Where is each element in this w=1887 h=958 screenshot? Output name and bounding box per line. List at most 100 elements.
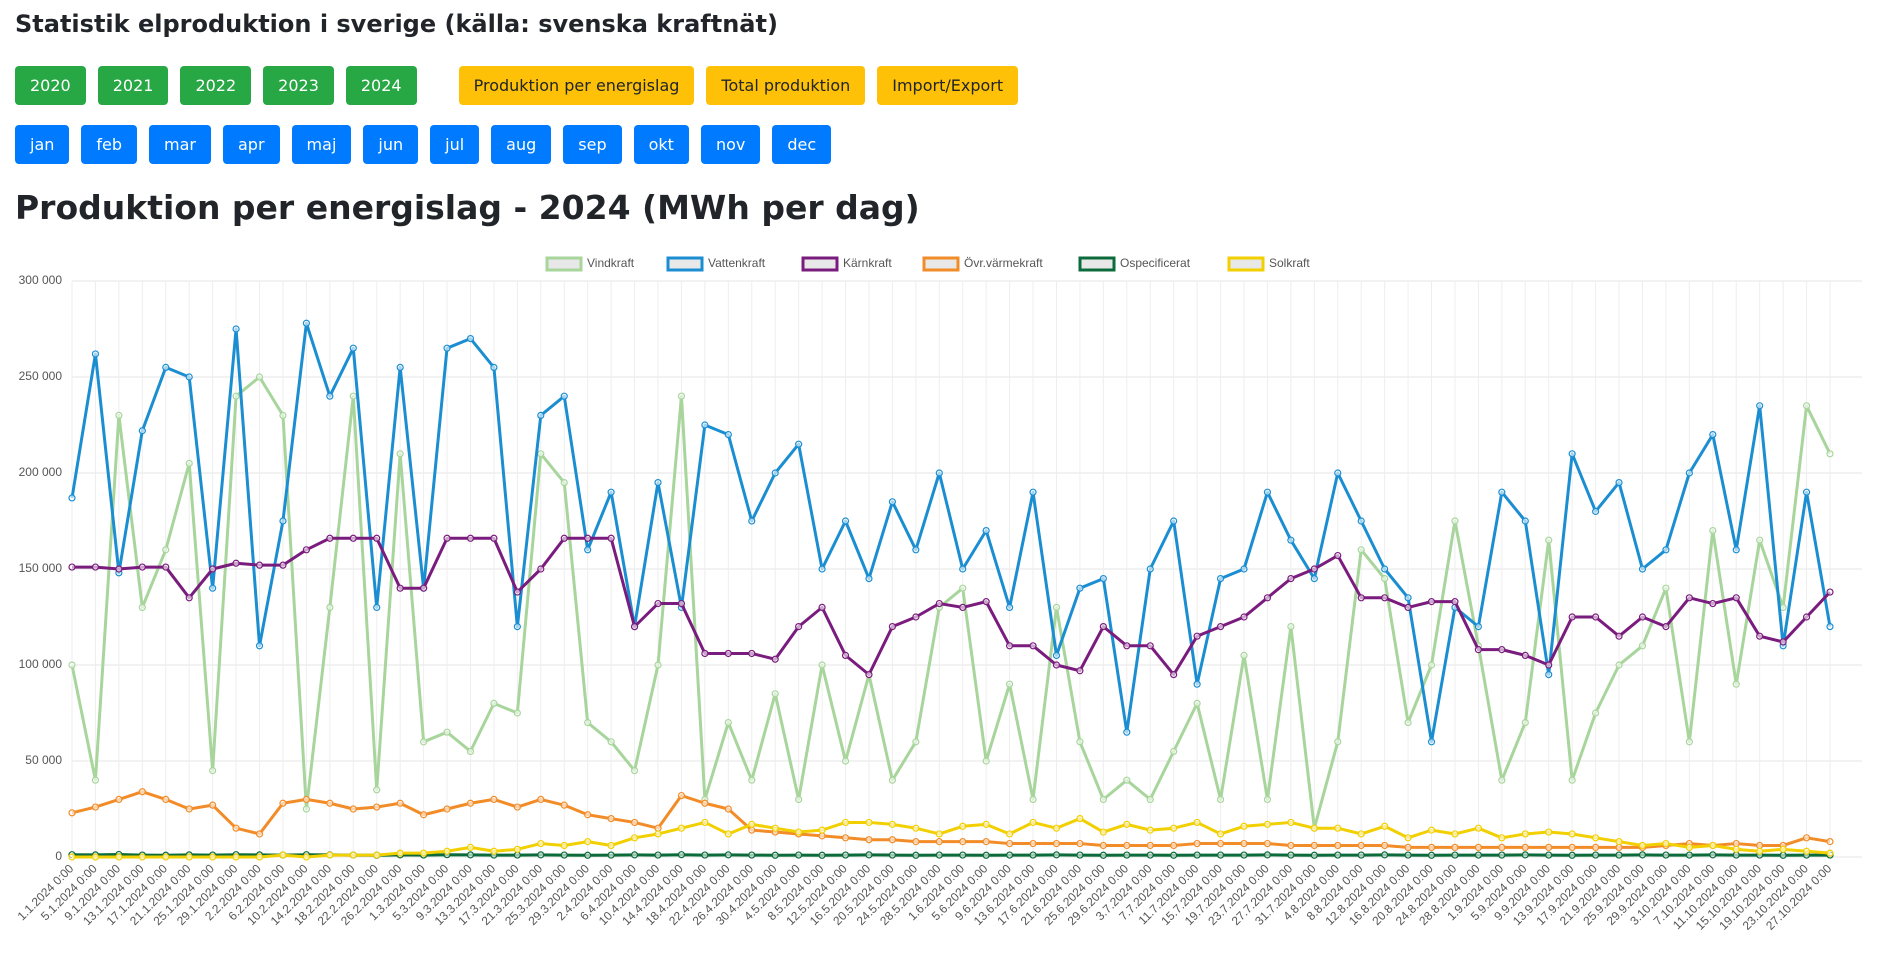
data-point bbox=[255, 853, 264, 861]
data-point bbox=[1779, 841, 1787, 850]
data-point bbox=[91, 563, 100, 571]
year-button[interactable]: 2020 bbox=[15, 66, 86, 105]
data-point bbox=[396, 584, 404, 592]
x-tick-label: 11.10.2024 0:00 bbox=[1670, 861, 1741, 932]
data-point bbox=[1123, 776, 1131, 784]
data-point bbox=[115, 569, 123, 577]
month-button[interactable]: nov bbox=[700, 125, 761, 164]
month-button[interactable]: jan bbox=[15, 125, 70, 164]
data-point bbox=[1052, 603, 1061, 612]
data-point bbox=[935, 599, 943, 608]
x-tick-label: 21.3.2024 0:00 bbox=[479, 861, 546, 928]
month-button[interactable]: okt bbox=[633, 125, 689, 164]
x-tick-label: 25.1.2024 0:00 bbox=[150, 861, 217, 928]
legend-label: Ospecificerat bbox=[1120, 256, 1191, 270]
data-point bbox=[326, 799, 334, 807]
legend-swatch bbox=[922, 256, 960, 272]
data-point bbox=[584, 838, 592, 846]
x-tick-label: 13.1.2024 0:00 bbox=[80, 861, 147, 928]
data-point bbox=[912, 738, 920, 746]
data-point bbox=[724, 718, 732, 727]
data-point bbox=[1216, 830, 1225, 838]
data-point bbox=[537, 851, 545, 859]
data-point bbox=[607, 841, 615, 850]
month-button[interactable]: dec bbox=[772, 125, 832, 164]
data-point bbox=[490, 847, 498, 855]
data-point bbox=[818, 832, 826, 840]
month-button[interactable]: mar bbox=[149, 125, 211, 164]
x-tick-label: 27.7.2024 0:00 bbox=[1229, 861, 1296, 928]
data-point bbox=[795, 622, 803, 631]
data-point bbox=[1521, 718, 1529, 727]
data-point bbox=[654, 851, 662, 859]
data-point bbox=[490, 534, 498, 542]
data-point bbox=[1123, 851, 1131, 859]
data-point bbox=[1029, 851, 1037, 859]
data-point bbox=[1732, 845, 1740, 853]
x-tick-label: 21.9.2024 0:00 bbox=[1557, 861, 1624, 928]
year-button[interactable]: 2024 bbox=[345, 66, 417, 105]
data-point bbox=[396, 849, 404, 857]
month-button[interactable]: jun bbox=[363, 125, 419, 164]
x-tick-label: 14.4.2024 0:00 bbox=[619, 861, 686, 928]
data-point bbox=[841, 651, 850, 660]
data-point bbox=[1802, 851, 1811, 859]
month-button[interactable]: sep bbox=[563, 125, 622, 164]
data-point bbox=[677, 851, 686, 859]
data-point bbox=[185, 851, 193, 859]
year-button[interactable]: 2023 bbox=[263, 66, 334, 105]
month-button[interactable]: maj bbox=[291, 125, 352, 164]
year-button[interactable]: 2022 bbox=[180, 66, 252, 105]
legend-label: Övr.värmekraft bbox=[964, 256, 1043, 270]
x-tick-label: 1.6.2024 0:00 bbox=[905, 861, 967, 923]
view-button[interactable]: Total produktion bbox=[706, 66, 866, 105]
data-point bbox=[1615, 851, 1623, 859]
data-point bbox=[1287, 851, 1295, 859]
x-tick-label: 23.7.2024 0:00 bbox=[1205, 861, 1272, 928]
data-point bbox=[1404, 851, 1412, 859]
data-point bbox=[935, 469, 943, 477]
data-point bbox=[1146, 826, 1154, 834]
data-point bbox=[1474, 642, 1483, 650]
data-point bbox=[302, 319, 310, 327]
chart-title: Produktion per energislag - 2024 (MWh pe… bbox=[15, 188, 920, 227]
data-point bbox=[443, 805, 451, 813]
month-button[interactable]: feb bbox=[81, 125, 138, 164]
view-button[interactable]: Produktion per energislag bbox=[458, 66, 695, 105]
data-point bbox=[138, 563, 146, 571]
data-point bbox=[209, 801, 217, 809]
data-point bbox=[1170, 670, 1178, 679]
month-button[interactable]: aug bbox=[491, 125, 552, 164]
data-point bbox=[795, 440, 803, 448]
data-point bbox=[865, 851, 873, 859]
month-button[interactable]: jul bbox=[430, 125, 480, 164]
data-point bbox=[1263, 594, 1272, 602]
data-point bbox=[1709, 431, 1717, 439]
data-point bbox=[209, 766, 217, 775]
data-point bbox=[748, 851, 756, 859]
data-point bbox=[1638, 565, 1647, 573]
data-point bbox=[1005, 642, 1014, 650]
series-line bbox=[72, 817, 1831, 859]
legend-swatch bbox=[666, 256, 704, 272]
data-point bbox=[232, 325, 240, 333]
month-button[interactable]: apr bbox=[223, 125, 280, 164]
data-point bbox=[1662, 851, 1670, 859]
data-point bbox=[1240, 839, 1248, 848]
view-button[interactable]: Import/Export bbox=[877, 66, 1019, 105]
data-point bbox=[466, 799, 475, 807]
x-tick-label: 22.2.2024 0:00 bbox=[315, 861, 382, 928]
data-point bbox=[1591, 843, 1600, 852]
data-point bbox=[1521, 851, 1529, 859]
series-line bbox=[71, 853, 1830, 857]
data-point bbox=[677, 824, 686, 832]
data-point bbox=[1357, 594, 1365, 602]
x-tick-label: 18.4.2024 0:00 bbox=[643, 861, 710, 928]
data-point bbox=[1310, 565, 1318, 573]
x-tick-label: 23.10.2024 0:00 bbox=[1740, 861, 1811, 932]
data-point bbox=[1756, 847, 1764, 855]
data-point bbox=[1638, 843, 1647, 852]
year-button[interactable]: 2021 bbox=[97, 66, 169, 105]
data-point bbox=[724, 805, 732, 813]
data-point bbox=[1263, 820, 1272, 828]
